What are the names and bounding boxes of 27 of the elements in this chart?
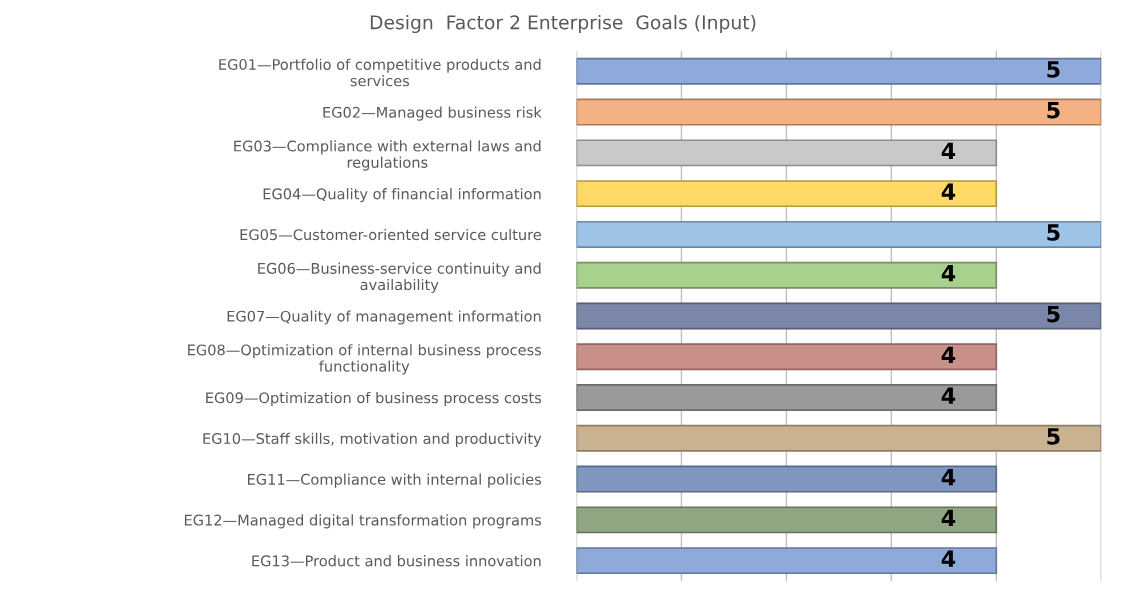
data-label: 4	[941, 346, 956, 363]
y-tick-label: EG05—Customer-oriented service culture	[240, 228, 542, 241]
y-tick-label: EG04—Quality of financial information	[263, 188, 541, 203]
y-tick-label: EG08—Optimization of internal business process functionality	[188, 344, 542, 375]
chart-title: Design Factor 2 Enterprise Goals (Input)	[370, 14, 756, 34]
y-tick-label: EG03—Compliance with external laws and regulations	[234, 140, 541, 171]
data-label: 4	[941, 469, 956, 486]
data-label: 5	[1047, 305, 1060, 323]
data-label: 4	[941, 142, 956, 159]
y-tick-label: EG09—Optimization of business process costs	[206, 391, 542, 407]
data-label: 4	[941, 387, 956, 404]
y-tick-label: EG13—Product and business innovation	[252, 555, 541, 567]
y-tick-label: EG11—Compliance with internal policies	[248, 473, 542, 488]
y-tick-label: EG06—Business-service continuity and availability	[258, 262, 541, 294]
data-label: 4	[941, 550, 956, 567]
y-tick-label: EG07—Quality of management information	[227, 310, 541, 325]
data-label: 4	[941, 265, 956, 282]
data-label: 5	[1047, 61, 1060, 78]
data-label: 5	[1047, 224, 1060, 241]
y-tick-label: EG10—Staff skills, motivation and productivity	[203, 432, 542, 447]
data-label: 5	[1047, 102, 1060, 119]
data-label: 4	[941, 509, 956, 526]
y-tick-label: EG12—Managed digital transformation programs	[184, 514, 542, 529]
data-label: 4	[941, 183, 956, 200]
data-label: 5	[1047, 428, 1060, 445]
y-tick-label: EG01—Portfolio of competitive products and services	[219, 58, 541, 87]
y-tick-label: EG02—Managed business risk	[323, 106, 542, 121]
